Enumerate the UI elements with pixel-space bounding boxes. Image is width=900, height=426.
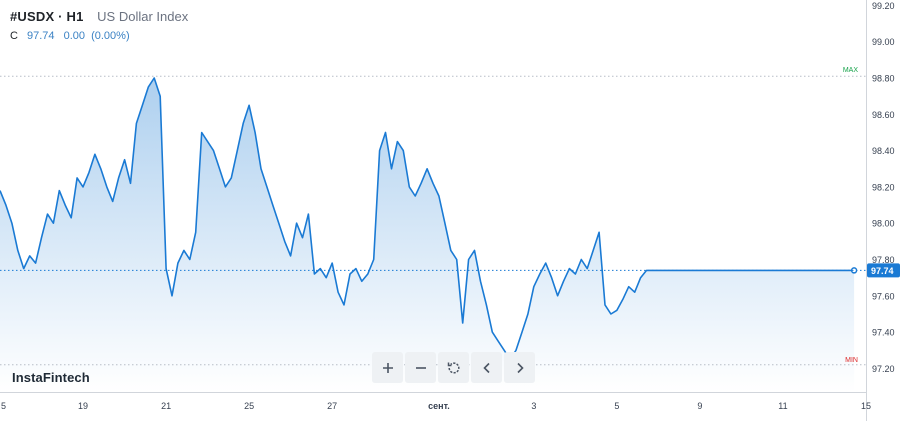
last-price-label: 97.74 [871,266,894,276]
y-tick-label: 99.20 [872,1,895,11]
y-tick-label: 98.00 [872,219,895,229]
y-tick-label: 97.40 [872,328,895,338]
x-tick-label: сент. [428,401,450,411]
reset-icon [447,361,460,374]
x-tick-label: 5 [614,401,619,411]
x-tick-label: 11 [778,401,787,411]
price-line [0,77,855,361]
y-tick-label: 99.00 [872,37,895,47]
symbol-label: #USDX · H1 [10,9,84,24]
close-value: 97.74 [27,30,55,42]
y-tick-label: 97.60 [872,291,895,301]
plus-icon [382,362,393,373]
y-tick-label: 98.60 [872,110,895,120]
x-tick-label: 15 [861,401,871,411]
chart-header: #USDX · H1 US Dollar Index [10,9,188,24]
y-tick-label: 98.20 [872,182,895,192]
y-tick-label: 98.40 [872,146,895,156]
chevron-left-icon [482,362,490,373]
last-price-tag [867,263,900,278]
chevron-right-icon [516,362,524,373]
minus-icon [415,366,426,369]
y-tick-label: 97.20 [872,364,895,374]
min-label: MIN [845,357,858,364]
scroll-left-button[interactable] [471,352,502,383]
ohlc-readout: C 97.74 0.00 (0.00%) [10,30,130,42]
max-label: MAX [843,67,859,74]
x-tick-label: 27 [327,401,337,411]
y-tick-label: 97.80 [872,255,895,265]
y-tick-label: 98.80 [872,74,895,84]
price-area [0,78,855,392]
x-tick-label: 19 [78,401,88,411]
x-tick-label: 3 [531,401,536,411]
x-tick-label: 9 [697,401,702,411]
x-tick-label: 25 [244,401,254,411]
scroll-right-button[interactable] [504,352,535,383]
instrument-name: US Dollar Index [97,9,189,24]
zoom-out-button[interactable] [405,352,436,383]
x-tick-label: 21 [161,401,171,411]
reset-button[interactable] [438,352,469,383]
x-tick-label: 5 [1,401,6,411]
zoom-in-button[interactable] [372,352,403,383]
chart-toolbar [372,352,535,384]
change-percent: (0.00%) [91,30,130,42]
close-label: C [10,30,18,42]
brand-logo: InstaFintech [12,370,90,385]
change-value: 0.00 [63,30,86,42]
